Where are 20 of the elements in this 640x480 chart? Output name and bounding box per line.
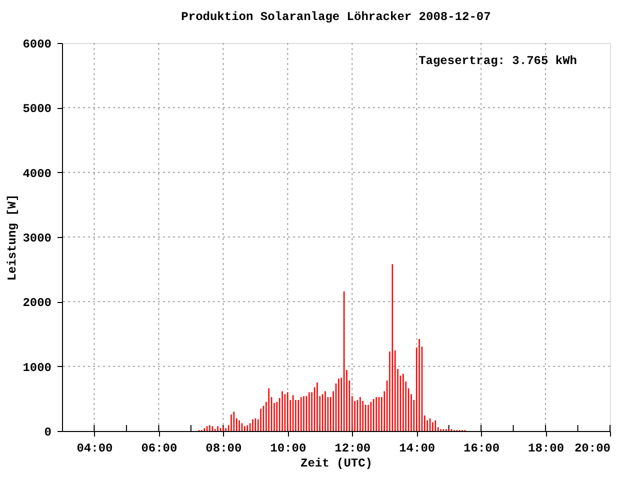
- x-tick-label: 06:00: [141, 442, 178, 456]
- x-tick-label: 14:00: [399, 442, 436, 456]
- y-tick-label: 1000: [22, 360, 52, 375]
- annotation: Tagesertrag: 3.765 kWh: [418, 54, 577, 68]
- y-tick-label: 0: [44, 426, 52, 440]
- y-tick-label: 3000: [22, 232, 52, 246]
- x-tick-label: 20:00: [574, 442, 610, 456]
- x-tick-label: 10:00: [270, 442, 306, 456]
- x-tick-label: 16:00: [464, 442, 500, 456]
- x-axis-title: Zeit (UTC): [300, 456, 373, 470]
- y-axis-title: Leistung [W]: [6, 194, 20, 281]
- y-tick-label: 6000: [22, 38, 52, 52]
- x-tick-label: 18:00: [528, 442, 564, 456]
- x-tick-label: 12:00: [334, 442, 371, 456]
- x-tick-label: 08:00: [206, 442, 242, 456]
- y-tick-label: 4000: [22, 166, 52, 181]
- y-tick-label: 5000: [22, 102, 52, 116]
- y-tick-label: 2000: [22, 296, 52, 310]
- chart-title: Produktion Solaranlage Löhracker 2008-12-07: [181, 10, 491, 24]
- x-tick-label: 04:00: [76, 442, 113, 456]
